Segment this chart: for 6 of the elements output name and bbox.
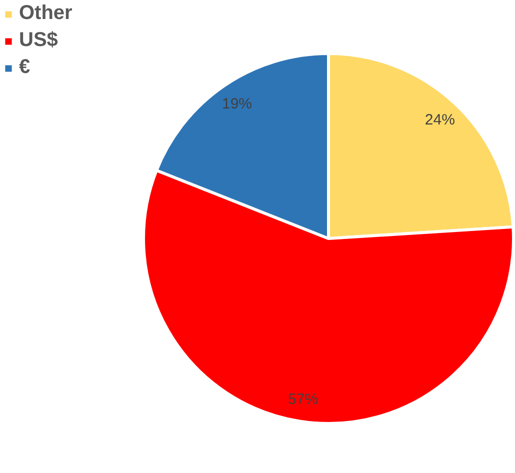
- legend-label: €: [19, 56, 32, 79]
- data-label: 24%: [424, 111, 455, 128]
- legend-label: US$: [19, 29, 58, 52]
- data-label: 19%: [222, 95, 252, 112]
- legend-label: Other: [19, 2, 72, 25]
- data-label: 57%: [288, 390, 318, 408]
